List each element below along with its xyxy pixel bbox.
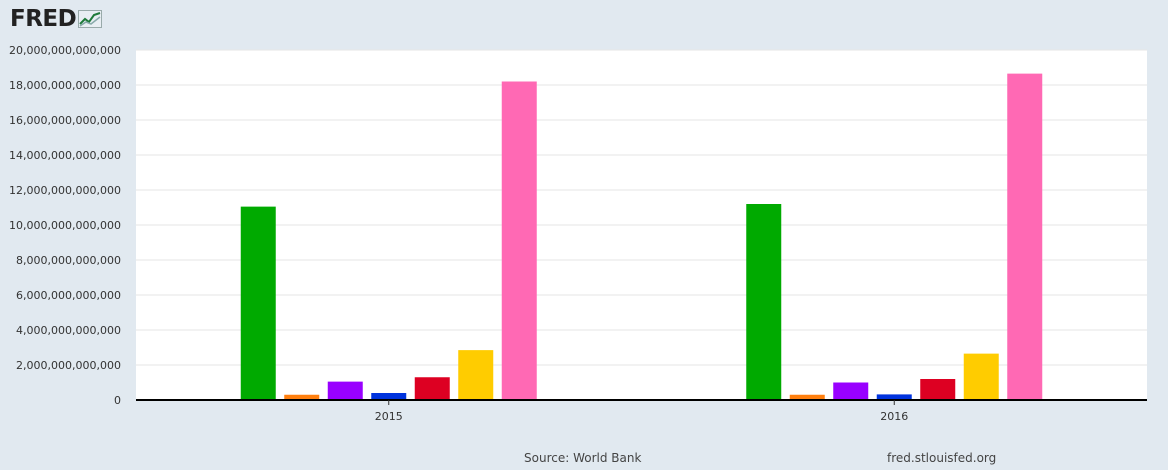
y-tick-label: 2,000,000,000,000 [16, 359, 121, 372]
bar-2016-series-6[interactable] [963, 353, 999, 400]
bar-2016-series-5[interactable] [920, 379, 956, 400]
fred-logo[interactable]: FRED [10, 6, 103, 32]
bar-2015-series-3[interactable] [327, 381, 363, 400]
bar-2015-series-1[interactable] [240, 206, 276, 400]
x-tick-label: 2016 [880, 410, 908, 423]
y-tick-label: 16,000,000,000,000 [9, 114, 121, 127]
y-tick-label: 8,000,000,000,000 [16, 254, 121, 267]
bar-2016-series-7[interactable] [1007, 73, 1043, 400]
bar-2016-series-1[interactable] [746, 204, 782, 400]
bar-2016-series-2[interactable] [789, 394, 825, 400]
bar-2015-series-2[interactable] [284, 394, 320, 400]
x-axis-labels: 2015 2016 [375, 400, 908, 423]
site-link[interactable]: fred.stlouisfed.org [887, 451, 997, 465]
bar-2016-series-4[interactable] [876, 394, 912, 400]
bar-2015-series-6[interactable] [458, 350, 494, 400]
source-note: Source: World Bank [524, 451, 642, 465]
bar-2015-series-5[interactable] [414, 377, 450, 400]
y-tick-label: 6,000,000,000,000 [16, 289, 121, 302]
bar-2015-series-4[interactable] [371, 393, 407, 400]
y-tick-label: 4,000,000,000,000 [16, 324, 121, 337]
bars [240, 73, 1043, 401]
y-tick-label: 0 [114, 394, 121, 407]
fred-chart-icon [78, 10, 103, 28]
y-tick-label: 18,000,000,000,000 [9, 79, 121, 92]
y-tick-label: 20,000,000,000,000 [9, 44, 121, 57]
y-tick-label: 14,000,000,000,000 [9, 149, 121, 162]
y-tick-label: 12,000,000,000,000 [9, 184, 121, 197]
x-tick-label: 2015 [375, 410, 403, 423]
bar-2016-series-3[interactable] [833, 382, 869, 401]
bar-chart: 0 2,000,000,000,000 4,000,000,000,000 6,000… [9, 44, 1147, 423]
bar-2015-series-7[interactable] [501, 81, 537, 401]
y-tick-label: 10,000,000,000,000 [9, 219, 121, 232]
gridlines [136, 49, 1147, 366]
y-axis-labels: 0 2,000,000,000,000 4,000,000,000,000 6,000… [9, 44, 121, 407]
fred-logo-text: FRED [10, 6, 77, 32]
